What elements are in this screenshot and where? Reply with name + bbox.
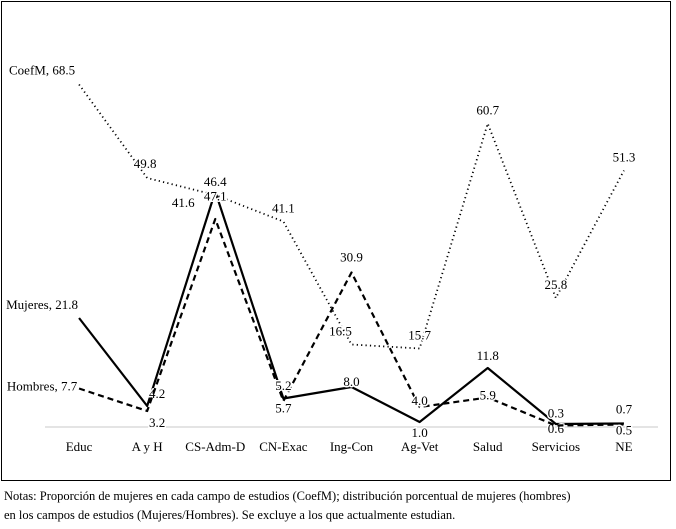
chart-frame xyxy=(1,1,671,481)
data-label-hombres-8: 0.5 xyxy=(616,423,632,438)
data-label-hombres-0: Hombres, 7.7 xyxy=(7,379,78,394)
data-label-mujeres-3: 5.7 xyxy=(275,401,292,416)
notes-line-2: en los campos de estudios (Mujeres/Hombr… xyxy=(4,508,456,522)
data-label-hombres-5: 4.0 xyxy=(411,393,427,408)
x-tick-label-0: Educ xyxy=(66,439,93,454)
x-tick-label-2: CS-Adm-D xyxy=(185,439,245,454)
data-label-hombres-1: 3.2 xyxy=(149,415,165,430)
data-label-coefm-7: 25.8 xyxy=(544,277,567,292)
data-label-coefm-8: 51.3 xyxy=(613,150,636,165)
x-tick-label-6: Salud xyxy=(473,439,503,454)
data-label-hombres-6: 5.9 xyxy=(480,388,496,403)
data-label-hombres-3: 5.2 xyxy=(275,378,291,393)
data-label-coefm-3: 41.1 xyxy=(272,201,295,216)
data-label-coefm-2: 46.4 xyxy=(204,174,227,189)
chart-notes: Notas: Proporción de mujeres en cada cam… xyxy=(4,487,672,525)
data-label-coefm-4: 16.5 xyxy=(329,324,352,339)
data-label-hombres-4: 30.9 xyxy=(340,250,363,265)
x-tick-label-8: NE xyxy=(615,439,632,454)
data-label-hombres-7: 0.3 xyxy=(548,406,564,421)
data-label-coefm-1: 49.8 xyxy=(134,156,157,171)
x-tick-label-3: CN-Exac xyxy=(259,439,308,454)
x-tick-label-5: Ag-Vet xyxy=(401,439,439,454)
data-label-mujeres-0: Mujeres, 21.8 xyxy=(6,297,78,312)
data-label-mujeres-8: 0.7 xyxy=(616,402,633,417)
data-label-mujeres-2: 47.1 xyxy=(204,189,227,204)
notes-line-1: Notas: Proporción de mujeres en cada cam… xyxy=(4,489,571,503)
data-label-coefm-6: 60.7 xyxy=(476,103,499,118)
line-chart: Educ A y H CS-Adm-D CN-Exac Ing-Con Ag-Vet Sal… xyxy=(5,61,658,454)
data-label-coefm-0: CoefM, 68.5 xyxy=(9,63,75,78)
data-label-mujeres-5: 1.0 xyxy=(411,425,427,440)
x-tick-label-1: A y H xyxy=(132,439,163,454)
series-line-coefm xyxy=(78,83,625,350)
data-label-mujeres-6: 11.8 xyxy=(477,348,499,363)
x-tick-label-4: Ing-Con xyxy=(330,439,374,454)
data-label-hombres-2: 41.6 xyxy=(172,195,195,210)
data-label-coefm-5: 15.7 xyxy=(408,328,431,343)
x-tick-label-7: Servicios xyxy=(532,439,580,454)
data-label-mujeres-4: 8.0 xyxy=(343,374,359,389)
